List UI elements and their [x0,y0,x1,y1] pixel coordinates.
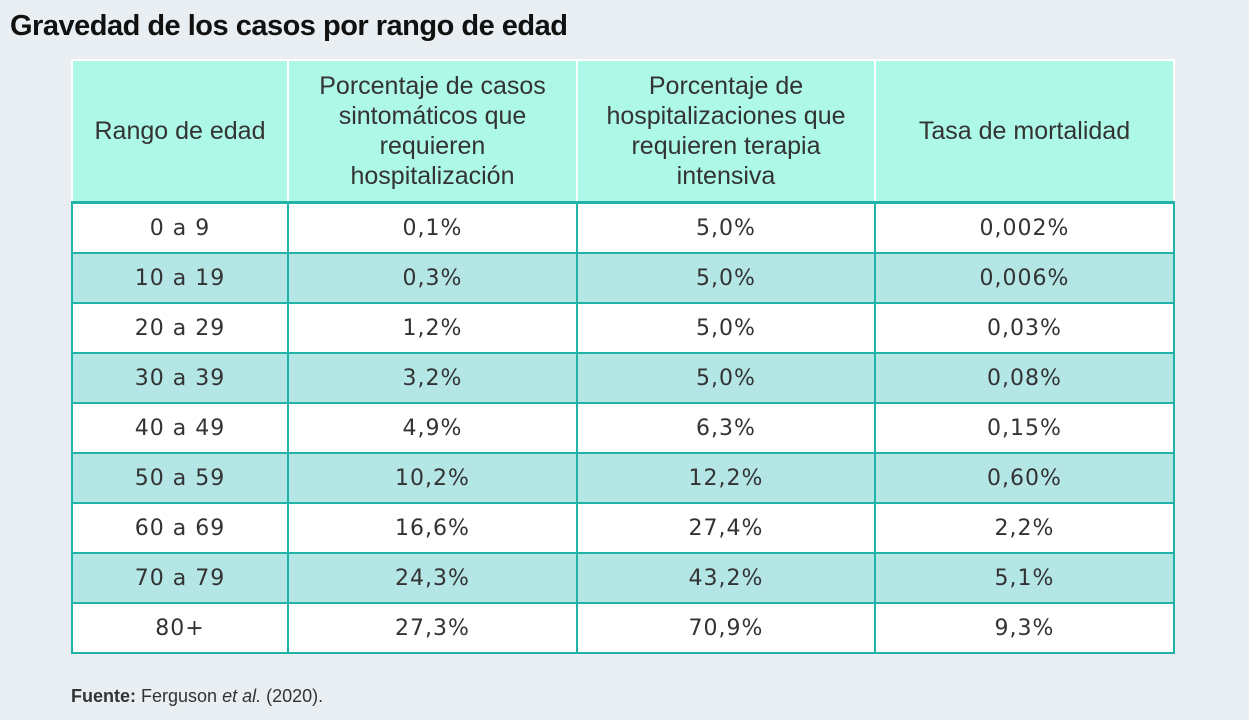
value-cell: 0,1% [287,201,578,254]
column-header-label: Porcentaje de casos sintomáticos que req… [319,72,546,190]
age-range-cell: 20 a 29 [71,302,289,354]
value-cell: 6,3% [576,402,876,454]
value-cell: 0,15% [874,402,1175,454]
age-range-cell: 10 a 19 [71,252,289,304]
column-header-label: Rango de edad [94,117,266,145]
source-etal: et al. [222,686,262,706]
value-cell: 0,03% [874,302,1175,354]
column-header-label: Tasa de mortalidad [918,117,1131,145]
value-cell: 0,3% [287,252,578,304]
value-cell: 0,60% [874,452,1175,504]
table-row: 0 a 9 0,1% 5,0% 0,002% [71,201,1175,254]
table-header: Rango de edad Porcentaje de casos sintom… [71,59,1175,204]
age-range-cell: 40 a 49 [71,402,289,454]
value-cell: 70,9% [576,602,876,654]
source-author: Ferguson [141,686,218,706]
value-cell: 27,3% [287,602,578,654]
table-body: 0 a 9 0,1% 5,0% 0,002% 10 a 19 0,3% 5,0% 0,006%… [71,201,1175,654]
source-label: Fuente: [71,686,136,706]
table-row: 40 a 49 4,9% 6,3% 0,15% [71,402,1175,454]
column-header-label: Porcentaje de hospitalizaciones que requ… [606,72,846,190]
table-row: 10 a 19 0,3% 5,0% 0,006% [71,252,1175,304]
column-header-icu: Porcentaje de hospitalizaciones que requ… [576,59,876,204]
data-table: Rango de edad Porcentaje de casos sintom… [71,59,1175,654]
age-range-cell: 70 a 79 [71,552,289,604]
table-row: 50 a 59 10,2% 12,2% 0,60% [71,452,1175,504]
value-cell: 5,0% [576,252,876,304]
value-cell: 5,1% [874,552,1175,604]
value-cell: 0,08% [874,352,1175,404]
table-row: 80+ 27,3% 70,9% 9,3% [71,602,1175,654]
header-row: Rango de edad Porcentaje de casos sintom… [71,59,1175,204]
value-cell: 1,2% [287,302,578,354]
age-range-cell: 80+ [71,602,289,654]
source-year: (2020). [266,686,324,706]
value-cell: 12,2% [576,452,876,504]
age-range-cell: 0 a 9 [71,201,289,254]
value-cell: 5,0% [576,352,876,404]
value-cell: 43,2% [576,552,876,604]
table-row: 20 a 29 1,2% 5,0% 0,03% [71,302,1175,354]
value-cell: 2,2% [874,502,1175,554]
value-cell: 4,9% [287,402,578,454]
table-row: 60 a 69 16,6% 27,4% 2,2% [71,502,1175,554]
age-range-cell: 50 a 59 [71,452,289,504]
table-row: 30 a 39 3,2% 5,0% 0,08% [71,352,1175,404]
column-header-mortality: Tasa de mortalidad [874,59,1175,204]
column-header-hospitalization: Porcentaje de casos sintomáticos que req… [287,59,578,204]
value-cell: 0,002% [874,201,1175,254]
value-cell: 9,3% [874,602,1175,654]
column-header-age-range: Rango de edad [71,59,289,204]
value-cell: 16,6% [287,502,578,554]
age-range-cell: 60 a 69 [71,502,289,554]
table-row: 70 a 79 24,3% 43,2% 5,1% [71,552,1175,604]
value-cell: 24,3% [287,552,578,604]
value-cell: 10,2% [287,452,578,504]
source-note: Fuente: Ferguson et al. (2020). [71,686,323,707]
value-cell: 5,0% [576,201,876,254]
age-range-cell: 30 a 39 [71,352,289,404]
value-cell: 5,0% [576,302,876,354]
value-cell: 27,4% [576,502,876,554]
data-table-container: Rango de edad Porcentaje de casos sintom… [71,59,1175,654]
value-cell: 3,2% [287,352,578,404]
page-title: Gravedad de los casos por rango de edad [10,10,568,42]
value-cell: 0,006% [874,252,1175,304]
